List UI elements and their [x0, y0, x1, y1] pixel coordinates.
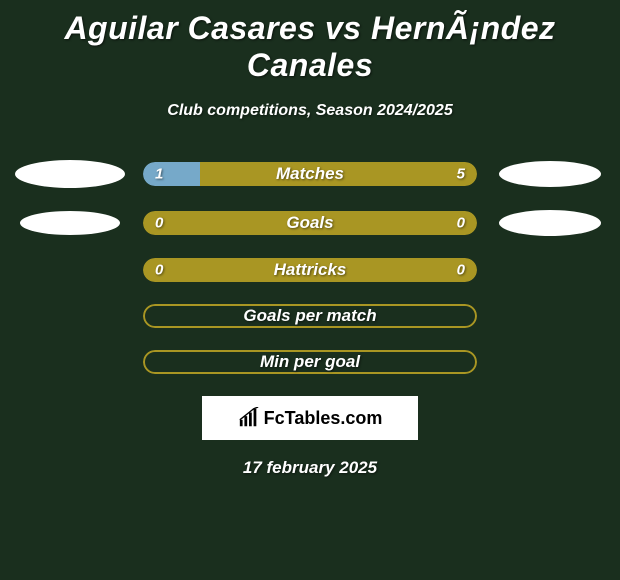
stat-row: Goals per match	[0, 304, 620, 328]
stat-label: Matches	[143, 164, 477, 184]
stat-bar: 15Matches	[143, 162, 477, 186]
left-side	[15, 160, 125, 188]
left-side	[15, 211, 125, 235]
stat-row: 00Hattricks	[0, 258, 620, 282]
stat-label: Goals per match	[143, 306, 477, 326]
page-title: Aguilar Casares vs HernÃ¡ndez Canales	[0, 0, 620, 84]
stat-row: 15Matches	[0, 160, 620, 188]
page-subtitle: Club competitions, Season 2024/2025	[0, 102, 620, 120]
stat-bar: 00Goals	[143, 211, 477, 235]
brand-text: FcTables.com	[264, 408, 383, 429]
chart-icon	[238, 407, 260, 429]
stat-bar: Goals per match	[143, 304, 477, 328]
stat-label: Hattricks	[143, 260, 477, 280]
stat-label: Goals	[143, 213, 477, 233]
player-ellipse-right	[499, 210, 601, 236]
player-ellipse-right	[499, 161, 601, 187]
right-side	[495, 161, 605, 187]
stat-rows: 15Matches 00Goals 00Hattricks Goals per mat…	[0, 160, 620, 374]
player-ellipse-left	[20, 211, 120, 235]
player-ellipse-left	[15, 160, 125, 188]
stat-bar: Min per goal	[143, 350, 477, 374]
footer-date: 17 february 2025	[0, 458, 620, 478]
stat-bar: 00Hattricks	[143, 258, 477, 282]
right-side	[495, 210, 605, 236]
stat-row: Min per goal	[0, 350, 620, 374]
stat-row: 00Goals	[0, 210, 620, 236]
stat-label: Min per goal	[143, 352, 477, 372]
brand-logo: FcTables.com	[202, 396, 418, 440]
